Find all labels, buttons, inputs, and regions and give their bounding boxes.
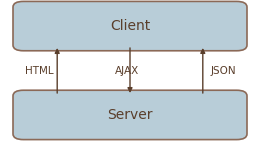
Text: Server: Server — [107, 108, 153, 122]
Text: HTML: HTML — [25, 66, 53, 75]
Text: Client: Client — [110, 19, 150, 33]
FancyBboxPatch shape — [13, 90, 247, 140]
FancyBboxPatch shape — [13, 1, 247, 51]
Text: JSON: JSON — [211, 66, 236, 75]
Text: AJAX: AJAX — [115, 66, 140, 75]
